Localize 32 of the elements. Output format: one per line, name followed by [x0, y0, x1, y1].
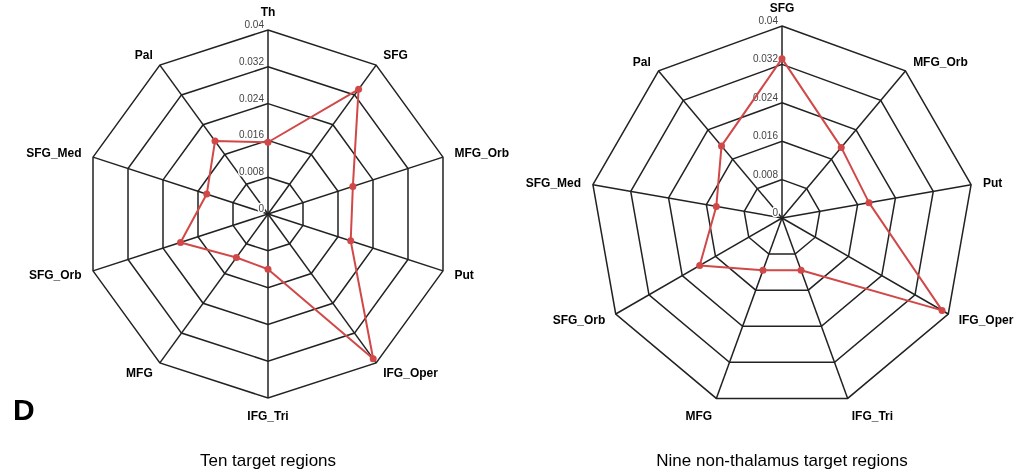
- y-tick-label: 0.032: [752, 53, 779, 65]
- spoke-label: SFG: [383, 48, 408, 63]
- y-tick-label: 0.008: [238, 166, 265, 178]
- text: Nine non-thalamus target regions: [656, 451, 908, 470]
- spoke-label: Put: [454, 267, 474, 282]
- spoke-label: IFG_Oper: [383, 365, 439, 380]
- spoke-label: SFG: [769, 1, 795, 15]
- y-tick-label: 0.04: [758, 15, 779, 26]
- spoke-label: SFG_Orb: [28, 267, 82, 282]
- text: Ten target regions: [199, 451, 337, 470]
- y-tick-label: 0.032: [238, 55, 265, 67]
- spoke-label: IFG_Tri: [851, 408, 894, 423]
- text: D: [13, 393, 35, 426]
- spoke-label: MFG: [685, 408, 713, 423]
- y-tick-label: 0.024: [238, 92, 265, 104]
- spoke-label: Th: [260, 5, 276, 19]
- spoke-label: SFG_Med: [26, 146, 82, 161]
- spoke-label: MFG: [126, 365, 153, 380]
- spoke-label: IFG_Tri: [247, 409, 289, 423]
- y-tick-label: 0: [258, 203, 265, 214]
- spoke-label: Put: [982, 175, 1003, 190]
- spoke-label: Pal: [632, 54, 651, 69]
- spoke-label: SFG_Med: [525, 175, 582, 190]
- y-tick-label: 0.04: [244, 19, 265, 30]
- spoke-label: Pal: [134, 48, 153, 63]
- y-tick-label: 0.008: [752, 168, 779, 180]
- y-tick-label: 0.016: [238, 129, 265, 141]
- spoke-label: MFG_Orb: [454, 146, 510, 161]
- spoke-label: MFG_Orb: [913, 54, 968, 69]
- spoke-label: IFG_Oper: [958, 313, 1014, 327]
- y-tick-label: 0.016: [752, 130, 779, 142]
- spoke-label: SFG_Orb: [552, 313, 606, 327]
